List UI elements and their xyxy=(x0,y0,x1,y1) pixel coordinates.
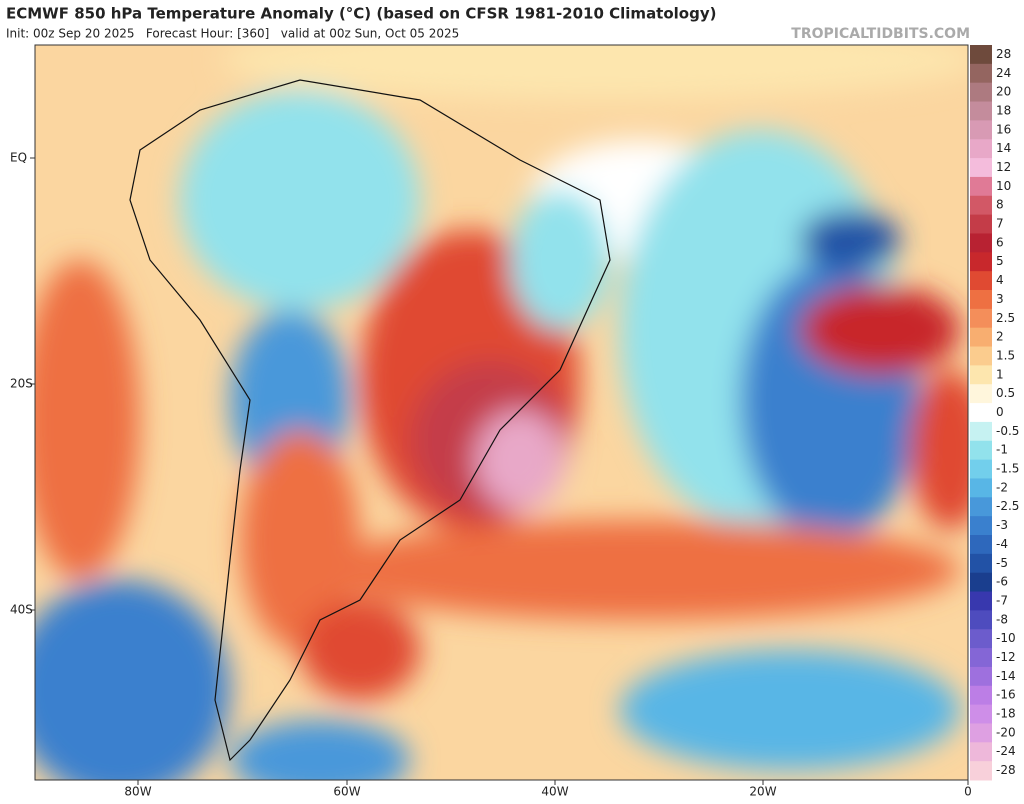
colorbar-cell xyxy=(970,478,992,498)
colorbar-label: -7 xyxy=(996,593,1008,607)
colorbar-cell xyxy=(970,82,992,103)
map-frame xyxy=(34,44,969,781)
colorbar-label: 2.5 xyxy=(996,311,1015,325)
lat-label: EQ xyxy=(10,151,27,165)
subtitle: Init: 00z Sep 20 2025 Forecast Hour: [36… xyxy=(6,27,459,41)
colorbar-cell xyxy=(970,704,992,724)
colorbar-label: 1 xyxy=(996,367,1004,381)
colorbar-cell xyxy=(970,742,992,762)
colorbar-label: 16 xyxy=(996,122,1011,136)
title: ECMWF 850 hPa Temperature Anomaly (°C) (… xyxy=(6,5,716,23)
colorbar-cell xyxy=(970,327,992,348)
colorbar-label: -28 xyxy=(996,763,1016,777)
colorbar-cell xyxy=(970,63,992,84)
lon-label: 0 xyxy=(964,785,972,799)
colorbar-cell xyxy=(970,101,992,121)
colorbar-cell xyxy=(970,45,992,65)
colorbar-cell xyxy=(970,591,992,611)
colorbar-cell xyxy=(970,365,992,385)
colorbar-cell xyxy=(970,346,992,366)
colorbar-cell xyxy=(970,214,992,234)
map-field xyxy=(35,45,968,780)
credit: TROPICALTIDBITS.COM xyxy=(791,26,970,42)
colorbar-label: 20 xyxy=(996,85,1011,99)
colorbar-cell xyxy=(970,271,992,291)
colorbar-label: -2 xyxy=(996,480,1008,494)
colorbar-cell xyxy=(970,120,992,140)
colorbar-label: 12 xyxy=(996,160,1011,174)
colorbar-label: 0.5 xyxy=(996,386,1015,400)
colorbar-cell xyxy=(970,195,992,216)
colorbar-cell xyxy=(970,516,992,536)
colorbar-label: 2 xyxy=(996,330,1004,344)
colorbar-label: 7 xyxy=(996,217,1004,231)
colorbar-label: -8 xyxy=(996,612,1008,626)
colorbar-label: 1.5 xyxy=(996,348,1015,362)
colorbar-cell xyxy=(970,252,992,272)
colorbar-cell xyxy=(970,233,992,253)
colorbar-cell xyxy=(970,440,992,461)
colorbar-label: -2.5 xyxy=(996,499,1019,513)
colorbar-cell xyxy=(970,648,992,668)
colorbar-label: 14 xyxy=(996,141,1011,155)
lat-label: 20S xyxy=(10,377,33,391)
colorbar-cell xyxy=(970,384,992,404)
colorbar-cell xyxy=(970,761,992,781)
colorbar-label: 18 xyxy=(996,103,1011,117)
colorbar-label: 3 xyxy=(996,292,1004,306)
colorbar-cell xyxy=(970,176,992,197)
colorbar-cell xyxy=(970,308,992,329)
colorbar-cell xyxy=(970,685,992,706)
colorbar-cell xyxy=(970,535,992,555)
lon-label: 60W xyxy=(333,785,360,799)
colorbar-cell xyxy=(970,553,992,574)
colorbar-label: -6 xyxy=(996,575,1008,589)
colorbar-label: -1 xyxy=(996,443,1008,457)
colorbar-label: 6 xyxy=(996,235,1004,249)
colorbar-label: -24 xyxy=(996,744,1016,758)
colorbar-label: -12 xyxy=(996,650,1016,664)
lon-label: 80W xyxy=(124,785,151,799)
colorbar-label: 28 xyxy=(996,47,1011,61)
colorbar-cell xyxy=(970,421,992,442)
colorbar-cell xyxy=(970,629,992,649)
colorbar-cell xyxy=(970,610,992,630)
colorbar-cell xyxy=(970,666,992,687)
colorbar-label: -5 xyxy=(996,556,1008,570)
colorbar-cell xyxy=(970,158,992,178)
colorbar-label: -16 xyxy=(996,688,1016,702)
lon-label: 40W xyxy=(541,785,568,799)
colorbar-cell xyxy=(970,572,992,593)
colorbar-cell xyxy=(970,290,992,310)
colorbar-label: -3 xyxy=(996,518,1008,532)
colorbar-cell xyxy=(970,497,992,517)
colorbar-label: -0.5 xyxy=(996,424,1019,438)
lat-label: 40S xyxy=(10,603,33,617)
colorbar-cell xyxy=(970,139,992,159)
colorbar-label: -4 xyxy=(996,537,1008,551)
colorbar-label: -10 xyxy=(996,631,1016,645)
colorbar-label: 5 xyxy=(996,254,1004,268)
colorbar-label: 10 xyxy=(996,179,1011,193)
colorbar-label: -14 xyxy=(996,669,1016,683)
lon-label: 20W xyxy=(749,785,776,799)
colorbar-label: 0 xyxy=(996,405,1004,419)
colorbar-label: -20 xyxy=(996,725,1016,739)
colorbar-label: 8 xyxy=(996,198,1004,212)
colorbar-label: 4 xyxy=(996,273,1004,287)
colorbar-label: -1.5 xyxy=(996,462,1019,476)
colorbar-cell xyxy=(970,403,992,423)
colorbar-cell xyxy=(970,459,992,479)
colorbar-label: 24 xyxy=(996,66,1011,80)
colorbar-cell xyxy=(970,723,992,743)
colorbar-label: -18 xyxy=(996,707,1016,721)
